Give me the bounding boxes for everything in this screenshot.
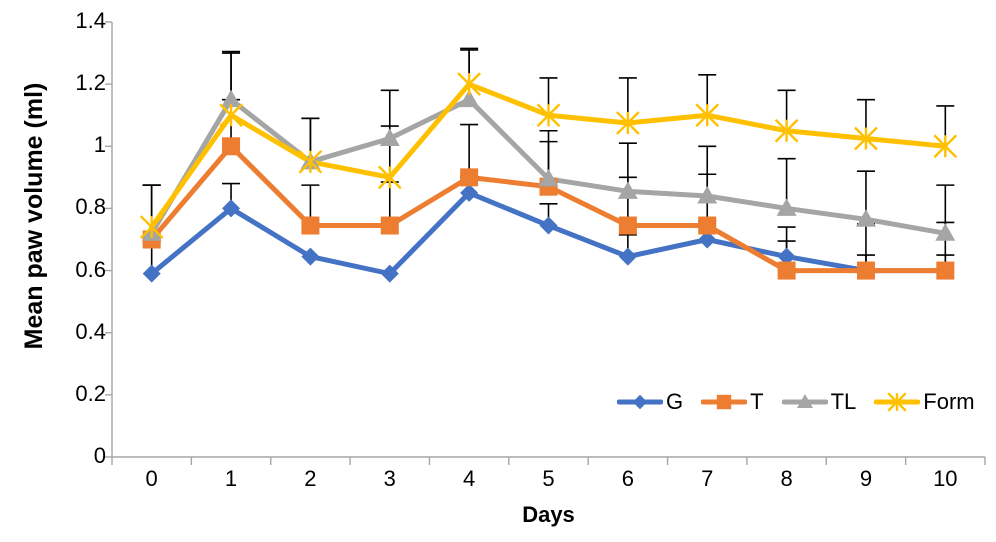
series-markers-tl: [141, 89, 956, 241]
y-axis-tick-label: 0.4: [75, 318, 106, 344]
cross-marker-icon: [933, 134, 958, 159]
x-axis-tick-label: 6: [621, 466, 634, 491]
legend-item-label: T: [750, 389, 764, 414]
series-markers-g: [142, 183, 955, 283]
x-axis-tick-label: 1: [224, 466, 238, 491]
triangle-marker-icon: [935, 223, 956, 241]
legend-item-form[interactable]: Form: [874, 389, 975, 414]
triangle-marker-icon: [855, 209, 876, 227]
square-marker-icon: [380, 216, 399, 235]
cross-marker-icon: [887, 392, 907, 412]
x-axis-tick-label: 3: [383, 466, 396, 491]
triangle-marker-icon: [796, 394, 813, 408]
y-axis-tick-label: 0.6: [75, 256, 106, 282]
cross-marker-icon: [774, 118, 799, 143]
series-markers-form: [139, 72, 958, 239]
x-axis-tick-labels: 0 1 2 3 4 5 6 7 8 9 10: [0, 466, 996, 500]
diamond-marker-icon: [539, 216, 558, 235]
y-axis-tick-label: 1.4: [75, 8, 106, 33]
diamond-marker-icon: [460, 183, 479, 202]
y-axis-tick-label: 0.8: [75, 194, 106, 220]
x-axis-title: Days: [522, 502, 575, 527]
triangle-marker-icon: [221, 89, 242, 108]
diamond-marker-icon: [618, 247, 637, 266]
square-marker-icon: [618, 216, 637, 235]
cross-marker-icon: [854, 126, 878, 151]
triangle-marker-icon: [617, 181, 638, 199]
square-marker-icon: [777, 261, 796, 280]
y-axis-tick-label: 1.2: [75, 70, 106, 96]
diamond-marker-icon: [698, 230, 717, 249]
y-axis-tick-label: 1: [93, 132, 106, 158]
legend-item-g[interactable]: G: [617, 391, 683, 413]
triangle-marker-icon: [781, 391, 828, 413]
x-axis-tick-label: 8: [780, 466, 793, 491]
cross-marker-icon: [298, 149, 323, 174]
cross-marker-icon: [874, 391, 921, 413]
x-axis-tick-label: 7: [701, 466, 714, 491]
cross-marker-icon: [377, 165, 402, 190]
chart-legend: G T TL Form: [617, 387, 993, 417]
cross-marker-icon: [695, 103, 720, 128]
legend-item-tl[interactable]: TL: [781, 389, 857, 414]
y-axis-tick-label: 0.2: [75, 380, 106, 406]
legend-item-label: TL: [830, 389, 857, 414]
triangle-marker-icon: [776, 198, 797, 216]
cross-marker-icon: [139, 215, 164, 239]
cross-marker-icon: [457, 72, 481, 96]
x-axis-tick-label: 2: [304, 466, 317, 491]
diamond-marker-icon: [222, 199, 241, 218]
diamond-marker-icon: [617, 391, 663, 413]
diamond-marker-icon: [632, 394, 648, 410]
diamond-marker-icon: [380, 264, 399, 283]
triangle-marker-icon: [459, 89, 480, 108]
diamond-marker-icon: [142, 264, 161, 283]
triangle-marker-icon: [538, 168, 559, 187]
square-marker-icon: [222, 137, 241, 156]
diamond-marker-icon: [777, 247, 796, 266]
legend-item-t[interactable]: T: [701, 389, 764, 414]
square-marker-icon: [856, 261, 875, 280]
y-axis-tick-label: 0: [93, 443, 106, 468]
legend-item-label: G: [666, 389, 684, 414]
cross-marker-icon: [536, 103, 561, 128]
square-marker-icon: [701, 391, 748, 413]
square-marker-icon: [936, 261, 955, 280]
square-marker-icon: [716, 394, 732, 410]
x-axis-tick-label: 10: [933, 466, 958, 491]
square-marker-icon: [460, 168, 479, 187]
triangle-marker-icon: [379, 128, 400, 147]
square-marker-icon: [698, 216, 717, 235]
x-axis-tick-label: 0: [145, 466, 158, 491]
legend-item-label: Form: [923, 389, 975, 414]
x-axis-tick-label: 4: [463, 466, 476, 491]
x-axis-tick-label: 5: [542, 466, 555, 491]
x-axis-tick-label: 9: [859, 466, 873, 491]
triangle-marker-icon: [697, 186, 718, 204]
square-marker-icon: [301, 216, 320, 235]
cross-marker-icon: [616, 111, 640, 135]
cross-marker-icon: [219, 103, 243, 128]
y-axis-tick-labels: 0 0.2 0.4 0.6 0.8 1 1.2 1.4: [44, 0, 106, 542]
diamond-marker-icon: [301, 247, 320, 266]
